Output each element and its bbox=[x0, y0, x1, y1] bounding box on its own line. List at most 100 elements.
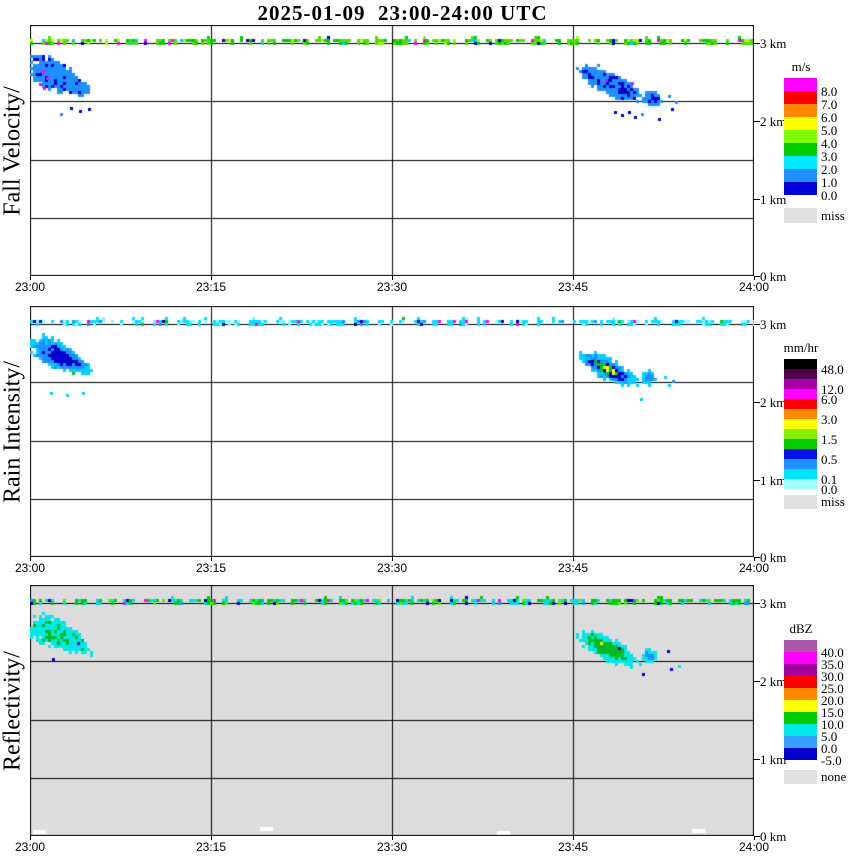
x-tick-mark bbox=[30, 276, 31, 280]
rain-intensity-axis-label: Rain Intensity/ bbox=[0, 360, 26, 503]
colorbar-swatch bbox=[784, 182, 817, 195]
colorbar-swatch bbox=[784, 379, 817, 389]
y-km-label: 2 km bbox=[760, 395, 787, 410]
colorbar-tick-label: 5.0 bbox=[821, 123, 838, 138]
colorbar-swatch bbox=[784, 688, 817, 700]
colorbar-swatch bbox=[784, 389, 817, 399]
colorbar bbox=[784, 78, 817, 195]
colorbar-missing-label: miss bbox=[821, 207, 845, 223]
colorbar-unit-label: mm/hr bbox=[783, 340, 819, 355]
colorbar-tick-label: 0.0 bbox=[821, 188, 838, 203]
colorbar-tick-label: 6.0 bbox=[821, 392, 838, 407]
x-tick-mark bbox=[573, 276, 574, 280]
x-tick-label: 23:00 bbox=[14, 561, 46, 575]
y-km-label: 3 km bbox=[760, 36, 787, 51]
x-tick-label: 23:45 bbox=[557, 840, 589, 854]
y-km-label: 1 km bbox=[760, 192, 787, 207]
colorbar-swatch bbox=[784, 156, 817, 169]
colorbar-swatch bbox=[784, 676, 817, 688]
y-km-tick-mark bbox=[754, 836, 760, 837]
colorbar-tick-label: 3.0 bbox=[821, 149, 838, 164]
colorbar-swatch bbox=[784, 736, 817, 748]
colorbar-tick-label: 3.0 bbox=[821, 412, 838, 427]
colorbar-swatch bbox=[784, 459, 817, 469]
y-km-tick-mark bbox=[754, 681, 760, 682]
colorbar-tick-label: 1.5 bbox=[821, 432, 838, 447]
colorbar-swatch bbox=[784, 130, 817, 143]
y-km-tick-mark bbox=[754, 276, 760, 277]
x-tick-mark bbox=[392, 836, 393, 840]
y-km-tick-mark bbox=[754, 121, 760, 122]
y-km-tick-mark bbox=[754, 324, 760, 325]
colorbar-swatch bbox=[784, 104, 817, 117]
x-tick-mark bbox=[30, 557, 31, 561]
y-km-label: 0 km bbox=[760, 269, 787, 284]
colorbar-tick-label: 7.0 bbox=[821, 97, 838, 112]
colorbar-swatch bbox=[784, 409, 817, 419]
x-tick-label: 24:00 bbox=[738, 840, 770, 854]
colorbar-missing-label: none bbox=[821, 769, 847, 784]
x-tick-label: 23:30 bbox=[376, 561, 408, 575]
colorbar-tick-label: 6.0 bbox=[821, 110, 838, 125]
colorbar-swatch bbox=[784, 169, 817, 182]
y-km-label: 1 km bbox=[760, 473, 787, 488]
y-km-tick-mark bbox=[754, 557, 760, 558]
colorbar-unit-label: m/s bbox=[791, 59, 811, 74]
colorbar-swatch bbox=[784, 419, 817, 429]
colorbar-missing-label: miss bbox=[821, 494, 845, 509]
colorbar-swatch bbox=[784, 117, 817, 130]
x-tick-label: 23:45 bbox=[557, 280, 589, 294]
colorbar-missing-swatch bbox=[784, 770, 817, 784]
colorbar-swatch bbox=[784, 748, 817, 760]
colorbar-swatch bbox=[784, 664, 817, 676]
fall-velocity-axis-label: Fall Velocity/ bbox=[0, 85, 26, 216]
colorbar-swatch bbox=[784, 399, 817, 409]
figure-title: 2025-01-09 23:00-24:00 UTC bbox=[257, 1, 548, 25]
y-km-tick-mark bbox=[754, 759, 760, 760]
x-tick-mark bbox=[392, 557, 393, 561]
x-tick-mark bbox=[392, 276, 393, 280]
colorbar-swatch bbox=[784, 469, 817, 479]
x-tick-label: 23:15 bbox=[195, 561, 227, 575]
x-tick-label: 23:00 bbox=[14, 840, 46, 854]
y-km-label: 3 km bbox=[760, 596, 787, 611]
colorbar-unit-label: dBZ bbox=[789, 621, 813, 636]
colorbar-tick-label: 20.0 bbox=[821, 693, 844, 708]
colorbar-swatch bbox=[784, 91, 817, 104]
x-tick-mark bbox=[754, 276, 755, 280]
colorbar-tick-label: 5.0 bbox=[821, 729, 838, 744]
colorbar-tick-label: 8.0 bbox=[821, 84, 838, 99]
colorbar-tick-label: 0.0 bbox=[821, 741, 838, 756]
colorbar-swatch bbox=[784, 724, 817, 736]
y-km-tick-mark bbox=[754, 603, 760, 604]
colorbar-missing-swatch bbox=[784, 208, 817, 223]
colorbar bbox=[784, 359, 817, 489]
colorbar-tick-label: 30.0 bbox=[821, 669, 844, 684]
colorbar bbox=[784, 640, 817, 760]
colorbar-tick-label: 0.0 bbox=[821, 482, 838, 497]
x-tick-mark bbox=[573, 836, 574, 840]
colorbar-swatch bbox=[784, 449, 817, 459]
y-km-tick-mark bbox=[754, 480, 760, 481]
y-km-label: 2 km bbox=[760, 114, 787, 129]
x-tick-mark bbox=[754, 557, 755, 561]
reflectivity-heatmap bbox=[30, 585, 754, 836]
colorbar-tick-label: 48.0 bbox=[821, 362, 844, 377]
colorbar-tick-label: 0.1 bbox=[821, 472, 838, 487]
x-tick-label: 23:15 bbox=[195, 280, 227, 294]
y-km-label: 0 km bbox=[760, 829, 787, 844]
colorbar-swatch bbox=[784, 712, 817, 724]
x-tick-label: 24:00 bbox=[738, 561, 770, 575]
colorbar-tick-label: 0.5 bbox=[821, 452, 838, 467]
x-tick-label: 23:00 bbox=[14, 280, 46, 294]
y-km-label: 3 km bbox=[760, 317, 787, 332]
y-km-label: 0 km bbox=[760, 550, 787, 565]
colorbar-tick-label: -5.0 bbox=[821, 753, 842, 768]
colorbar-swatch bbox=[784, 369, 817, 379]
colorbar-swatch bbox=[784, 359, 817, 369]
colorbar-swatch bbox=[784, 640, 817, 652]
rain-intensity-heatmap bbox=[30, 306, 754, 557]
y-km-tick-mark bbox=[754, 199, 760, 200]
colorbar-tick-label: 2.0 bbox=[821, 162, 838, 177]
